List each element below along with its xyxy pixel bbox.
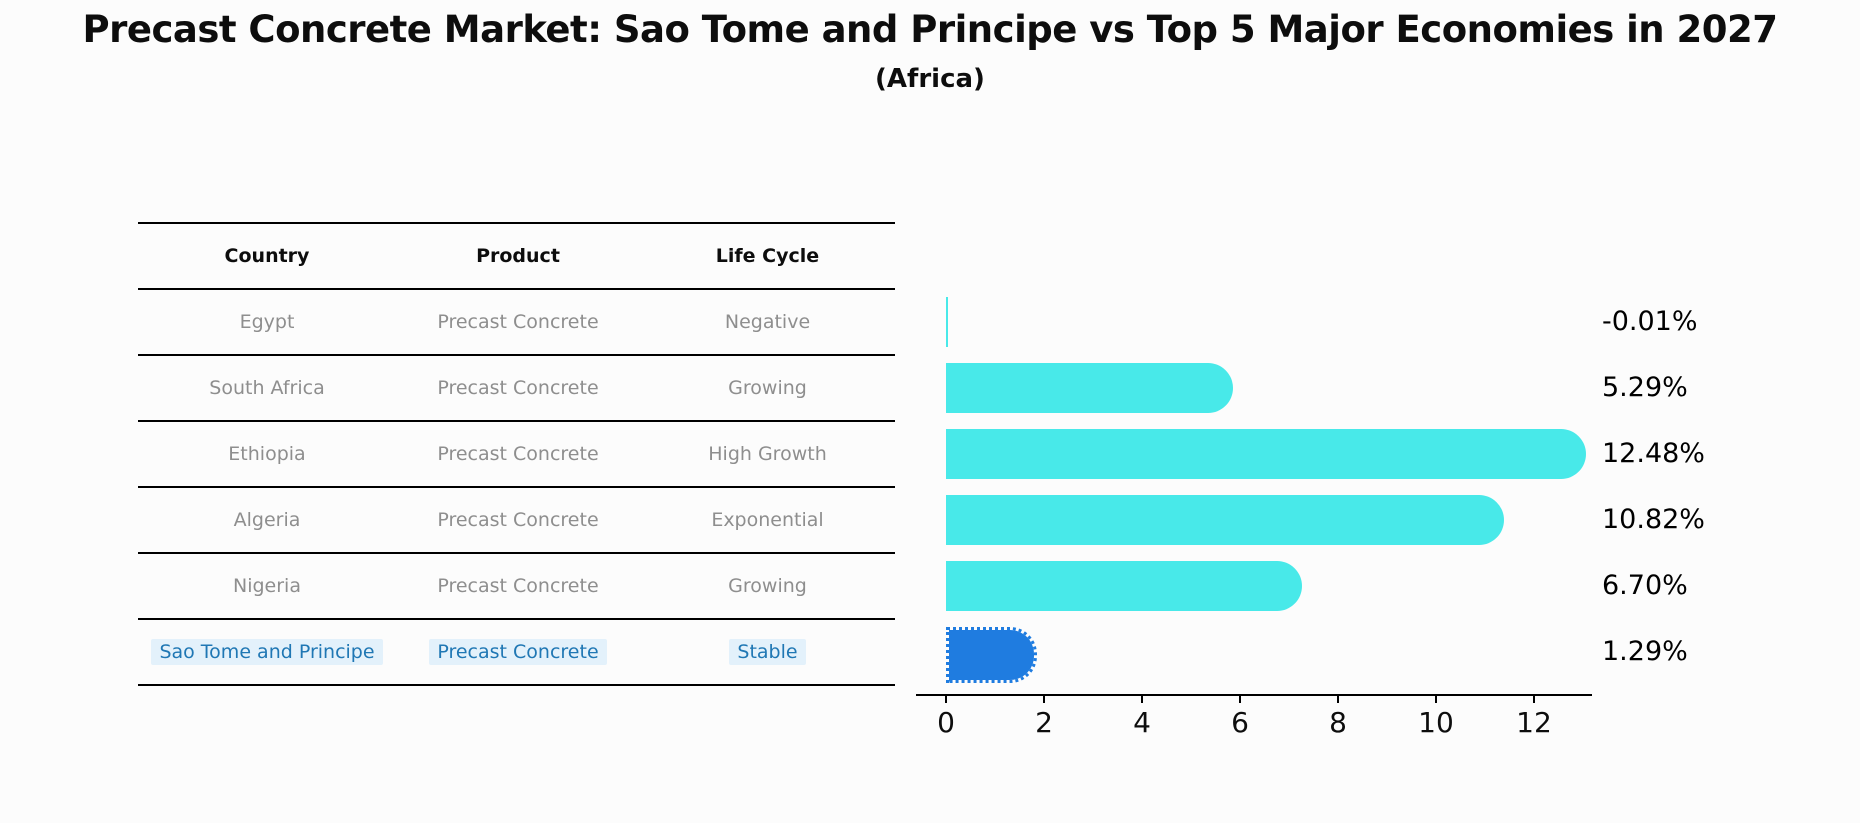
chart-bar-egypt [946,297,948,347]
column-header-product: Product [476,245,560,267]
table-row: Nigeria Precast Concrete Growing [138,554,895,620]
x-axis-tick-label: 4 [1133,706,1151,739]
table-cell-life-cycle: Stable [640,639,895,665]
table-cell-life-cycle: Exponential [711,509,824,531]
table-row: Algeria Precast Concrete Exponential [138,488,895,554]
table-cell-product: Precast Concrete [437,443,599,465]
country-table: Country Product Life Cycle Egypt Precast … [138,222,895,686]
table-cell-country: Nigeria [233,575,301,597]
column-header-country: Country [224,245,310,267]
table-row: Ethiopia Precast Concrete High Growth [138,422,895,488]
chart-bar-south-africa [946,363,1233,413]
x-axis-tick [1533,694,1535,703]
table-cell-product: Precast Concrete [437,377,599,399]
table-cell-country: Ethiopia [228,443,306,465]
x-axis-tick-label: 12 [1516,706,1552,739]
x-axis-tick [1337,694,1339,703]
x-axis-tick-label: 8 [1329,706,1347,739]
table-cell-life-cycle: Growing [728,575,807,597]
table-cell-life-cycle: High Growth [708,443,827,465]
table-cell-country: Sao Tome and Principe [138,639,396,665]
column-header-life-cycle: Life Cycle [715,245,820,267]
table-cell-product: Precast Concrete [396,639,640,665]
table-cell-country: Egypt [239,311,295,333]
x-axis-tick [945,694,947,703]
table-cell-product: Precast Concrete [437,311,599,333]
x-axis-tick-label: 6 [1231,706,1249,739]
table-cell-country: South Africa [209,377,325,399]
bar-value-label: 5.29% [1602,372,1688,403]
bar-value-label: 1.29% [1602,636,1688,667]
table-cell-country: Algeria [233,509,301,531]
table-cell-product: Precast Concrete [437,575,599,597]
bar-value-label: 10.82% [1602,504,1705,535]
x-axis-tick [1043,694,1045,703]
chart-bar-sao-tome-and-principe [946,627,1037,683]
chart-bar-nigeria [946,561,1302,611]
x-axis-tick [1141,694,1143,703]
bar-value-label: -0.01% [1602,306,1698,337]
chart-bar-algeria [946,495,1504,545]
x-axis-tick-label: 2 [1035,706,1053,739]
x-axis-tick [1239,694,1241,703]
table-cell-product: Precast Concrete [437,509,599,531]
x-axis-line [916,694,1592,696]
bar-value-label: 12.48% [1602,438,1705,469]
table-row: Sao Tome and Principe Precast Concrete Sta… [138,620,895,686]
chart-bar-ethiopia [946,429,1586,479]
table-row: South Africa Precast Concrete Growing [138,356,895,422]
table-header-row: Country Product Life Cycle [138,224,895,290]
chart-title: Precast Concrete Market: Sao Tome and Pr… [82,8,1778,51]
x-axis-tick-label: 0 [937,706,955,739]
x-axis-tick-label: 10 [1418,706,1454,739]
table-cell-life-cycle: Growing [728,377,807,399]
chart-subtitle: (Africa) [875,64,985,94]
table-cell-life-cycle: Negative [724,311,811,333]
x-axis-tick [1435,694,1437,703]
bar-value-label: 6.70% [1602,570,1688,601]
table-body: Egypt Precast Concrete Negative South Afric… [138,290,895,686]
table-row: Egypt Precast Concrete Negative [138,290,895,356]
